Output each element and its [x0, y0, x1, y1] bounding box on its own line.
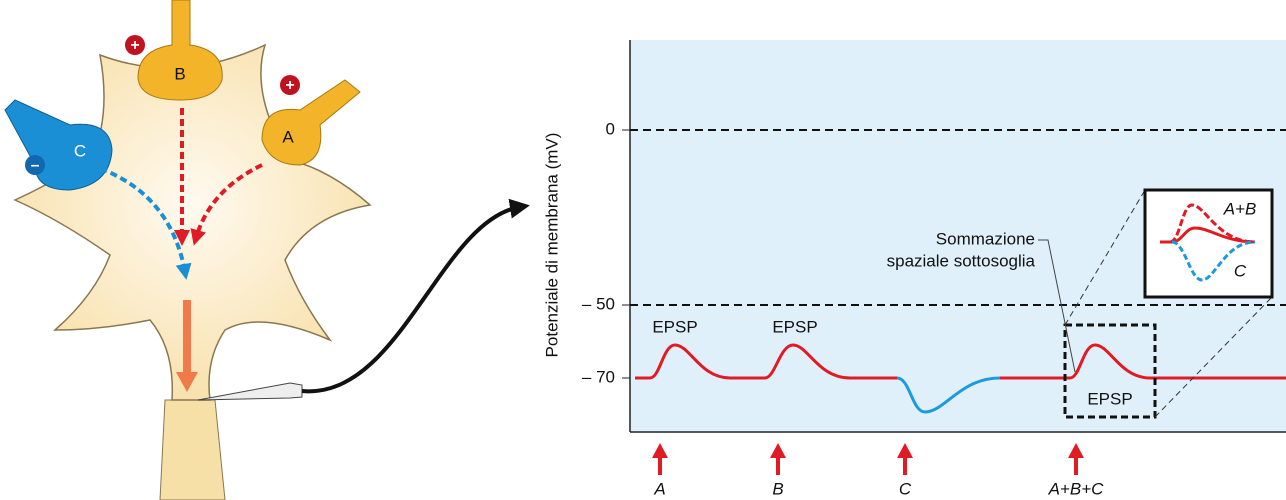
trace-red [635, 343, 897, 380]
zoom-line [1154, 296, 1273, 418]
stimulus-arrowhead [770, 443, 786, 458]
peak-label: EPSP [772, 317, 817, 336]
annotation: spaziale sottosoglia [887, 251, 1036, 270]
stimulus-label: A+B+C [1048, 479, 1105, 498]
terminal-a [261, 79, 361, 166]
sign-a-label: + [285, 77, 294, 94]
arrow-c [89, 163, 192, 280]
arrow-a [190, 163, 263, 246]
y-tick-label: 0 [606, 119, 615, 138]
sign-b [125, 35, 145, 55]
electrode [197, 382, 303, 401]
inset-label: A+B [1223, 199, 1257, 218]
zoom-box [1063, 323, 1157, 419]
stimulus-arrowhead [652, 443, 668, 458]
neuron: + + – B A C [4, 0, 530, 500]
recording-wire [301, 198, 530, 394]
annotation: Sommazione [936, 229, 1035, 248]
sign-b-label: + [130, 37, 139, 54]
stimuli: A B C A+B+C [652, 443, 1104, 498]
terminal-c-label: C [74, 141, 86, 160]
peak-label: EPSP [1087, 389, 1132, 408]
sign-c [25, 155, 45, 175]
sign-a [280, 75, 300, 95]
axon [159, 399, 226, 500]
stimulus-label: A [653, 479, 665, 498]
zoom-line [1064, 189, 1146, 326]
inset-ab [1160, 203, 1256, 244]
stimulus-label: C [899, 479, 912, 498]
sign-c-label: – [31, 157, 40, 174]
stimulus-arrowhead [897, 443, 913, 458]
trace-blue [896, 376, 1001, 414]
y-axis-label: Potenziale di membrana (mV) [542, 133, 561, 358]
trace-red-2 [1000, 343, 1286, 380]
inset-label: C [1234, 261, 1247, 280]
graph: 0 – 50 – 70 Potenziale di membrana (mV) … [542, 40, 1286, 433]
arrow-out-head [176, 372, 198, 392]
inset-c [1171, 240, 1256, 282]
y-tick-label: – 50 [582, 294, 615, 313]
terminal-b [137, 0, 223, 101]
terminal-c [4, 99, 113, 191]
stimulus-arrowhead [1068, 443, 1084, 458]
terminal-a-label: A [282, 127, 294, 146]
y-tick-label: – 70 [582, 367, 615, 386]
stimulus-label: B [772, 479, 783, 498]
inset-sum [1160, 226, 1256, 244]
terminal-b-label: B [174, 64, 185, 83]
annotation-leader [1038, 239, 1076, 373]
peak-label: EPSP [652, 317, 697, 336]
